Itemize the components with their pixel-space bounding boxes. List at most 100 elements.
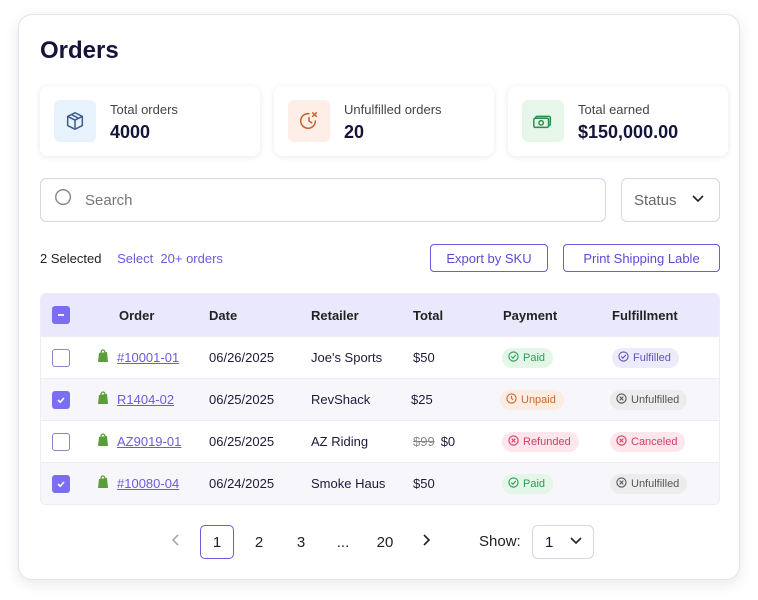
- x-circle-icon: [508, 434, 519, 449]
- column-header-retailer[interactable]: Retailer: [311, 307, 359, 323]
- stat-value: 4000: [110, 122, 151, 142]
- order-link[interactable]: #10001-01: [117, 350, 180, 365]
- payment-status-badge: Refunded: [502, 431, 579, 452]
- retailer-name: Joe's Sports: [311, 350, 383, 365]
- fulfillment-status: Unfulfilled: [631, 393, 680, 406]
- shopify-icon: [97, 349, 109, 366]
- column-header-date[interactable]: Date: [209, 307, 238, 323]
- order-total: $50: [413, 476, 435, 491]
- stat-total-orders: Total orders 4000: [40, 86, 260, 156]
- selected-count: 2 Selected: [40, 251, 102, 266]
- original-total: $99: [413, 434, 435, 449]
- table-row[interactable]: #10080-04 06/24/2025 Smoke Haus $50 Paid…: [41, 462, 719, 504]
- order-date: 06/24/2025: [209, 476, 275, 491]
- order-link[interactable]: #10080-04: [117, 476, 180, 491]
- fulfillment-status: Canceled: [631, 435, 678, 448]
- select-all-link[interactable]: Select 20+ orders: [117, 251, 223, 266]
- chevron-right-icon: [420, 533, 432, 551]
- shopify-icon: [97, 391, 109, 408]
- chevron-down-icon: [569, 533, 583, 551]
- clock-icon: [506, 392, 517, 407]
- column-header-total[interactable]: Total: [413, 307, 444, 323]
- selection-bar: 2 Selected Select 20+ orders: [40, 251, 223, 266]
- table-row[interactable]: #10001-01 06/26/2025 Joe's Sports $50 Pa…: [41, 336, 719, 378]
- total-value: $50: [413, 476, 435, 491]
- stat-value: $150,000.00: [578, 122, 679, 142]
- orders-table: Order Date Retailer Total Payment Fulfil…: [40, 293, 720, 505]
- chevron-left-icon: [170, 533, 182, 551]
- payment-status-badge: Paid: [502, 473, 554, 494]
- check-circle-icon: [508, 476, 519, 491]
- export-by-sku-button[interactable]: Export by SKU: [430, 244, 548, 272]
- box-icon: [54, 100, 96, 142]
- chevron-down-icon: [691, 191, 705, 209]
- total-value: $50: [413, 350, 435, 365]
- payment-status: Paid: [523, 477, 546, 490]
- page-size-select[interactable]: 1: [532, 525, 594, 559]
- stat-total-earned: Total earned $150,000.00: [508, 86, 728, 156]
- column-header-order[interactable]: Order: [119, 307, 155, 323]
- check-circle-icon: [508, 350, 519, 365]
- row-checkbox[interactable]: [52, 348, 70, 367]
- payment-status: Unpaid: [521, 393, 556, 406]
- page-title: Orders: [40, 37, 119, 64]
- page-button-1[interactable]: 1: [200, 525, 234, 559]
- stat-label: Unfulfilled orders: [344, 102, 442, 117]
- page-button-2[interactable]: 2: [254, 533, 264, 551]
- table-row[interactable]: AZ9019-01 06/25/2025 AZ Riding $99 $0 Ref…: [41, 420, 719, 462]
- fulfillment-status: Fulfilled: [633, 351, 671, 364]
- status-dropdown[interactable]: Status: [621, 178, 720, 222]
- page-button-3[interactable]: 3: [296, 533, 306, 551]
- order-total: $99 $0: [413, 434, 455, 449]
- order-date: 06/25/2025: [209, 434, 275, 449]
- page-ellipsis: ...: [336, 533, 350, 551]
- stat-value: 20: [344, 122, 365, 142]
- fulfillment-status-badge: Unfulfilled: [610, 389, 688, 410]
- order-date: 06/26/2025: [209, 350, 275, 365]
- x-circle-icon: [616, 476, 627, 491]
- page-button-20[interactable]: 20: [376, 533, 394, 551]
- fulfillment-status: Unfulfilled: [631, 477, 680, 490]
- order-link[interactable]: R1404-02: [117, 392, 175, 407]
- prev-page-button[interactable]: [159, 525, 193, 559]
- show-label: Show:: [479, 533, 521, 550]
- column-header-fulfillment[interactable]: Fulfillment: [612, 307, 678, 323]
- column-header-payment[interactable]: Payment: [503, 307, 558, 323]
- retailer-name: Smoke Haus: [311, 476, 386, 491]
- table-header: Order Date Retailer Total Payment Fulfil…: [41, 294, 719, 336]
- search-placeholder: Search: [85, 191, 133, 209]
- select-all-checkbox[interactable]: [52, 306, 70, 324]
- stat-label: Total earned: [578, 102, 650, 117]
- next-page-button[interactable]: [409, 525, 443, 559]
- x-circle-icon: [616, 434, 627, 449]
- x-circle-icon: [616, 392, 627, 407]
- status-label: Status: [634, 191, 677, 209]
- payment-status: Paid: [523, 351, 546, 364]
- total-value: $25: [411, 392, 433, 407]
- total-value: $0: [440, 434, 456, 449]
- pagination: 1 2 3 ... 20 Show: 1: [19, 525, 741, 559]
- row-checkbox[interactable]: [52, 474, 70, 493]
- shopify-icon: [97, 433, 109, 450]
- search-input[interactable]: Search: [40, 178, 606, 222]
- page-size-value: 1: [545, 533, 554, 551]
- fulfillment-status-badge: Fulfilled: [612, 347, 679, 368]
- fulfillment-status-badge: Unfulfilled: [610, 473, 688, 494]
- order-link[interactable]: AZ9019-01: [117, 434, 182, 449]
- shopify-icon: [97, 475, 109, 492]
- order-date: 06/25/2025: [209, 392, 275, 407]
- stat-label: Total orders: [110, 102, 178, 117]
- payment-status-badge: Paid: [502, 347, 554, 368]
- retailer-name: AZ Riding: [311, 434, 369, 449]
- row-checkbox[interactable]: [52, 432, 70, 451]
- row-checkbox[interactable]: [52, 390, 70, 409]
- retailer-name: RevShack: [311, 392, 371, 407]
- money-icon: [522, 100, 564, 142]
- table-row[interactable]: R1404-02 06/25/2025 RevShack $25 Unpaid …: [41, 378, 719, 420]
- clock-x-icon: [288, 100, 330, 142]
- check-circle-icon: [618, 350, 629, 365]
- print-shipping-label-button[interactable]: Print Shipping Lable: [563, 244, 720, 272]
- stat-unfulfilled-orders: Unfulfilled orders 20: [274, 86, 494, 156]
- order-total: $50: [413, 350, 435, 365]
- fulfillment-status-badge: Canceled: [610, 431, 686, 452]
